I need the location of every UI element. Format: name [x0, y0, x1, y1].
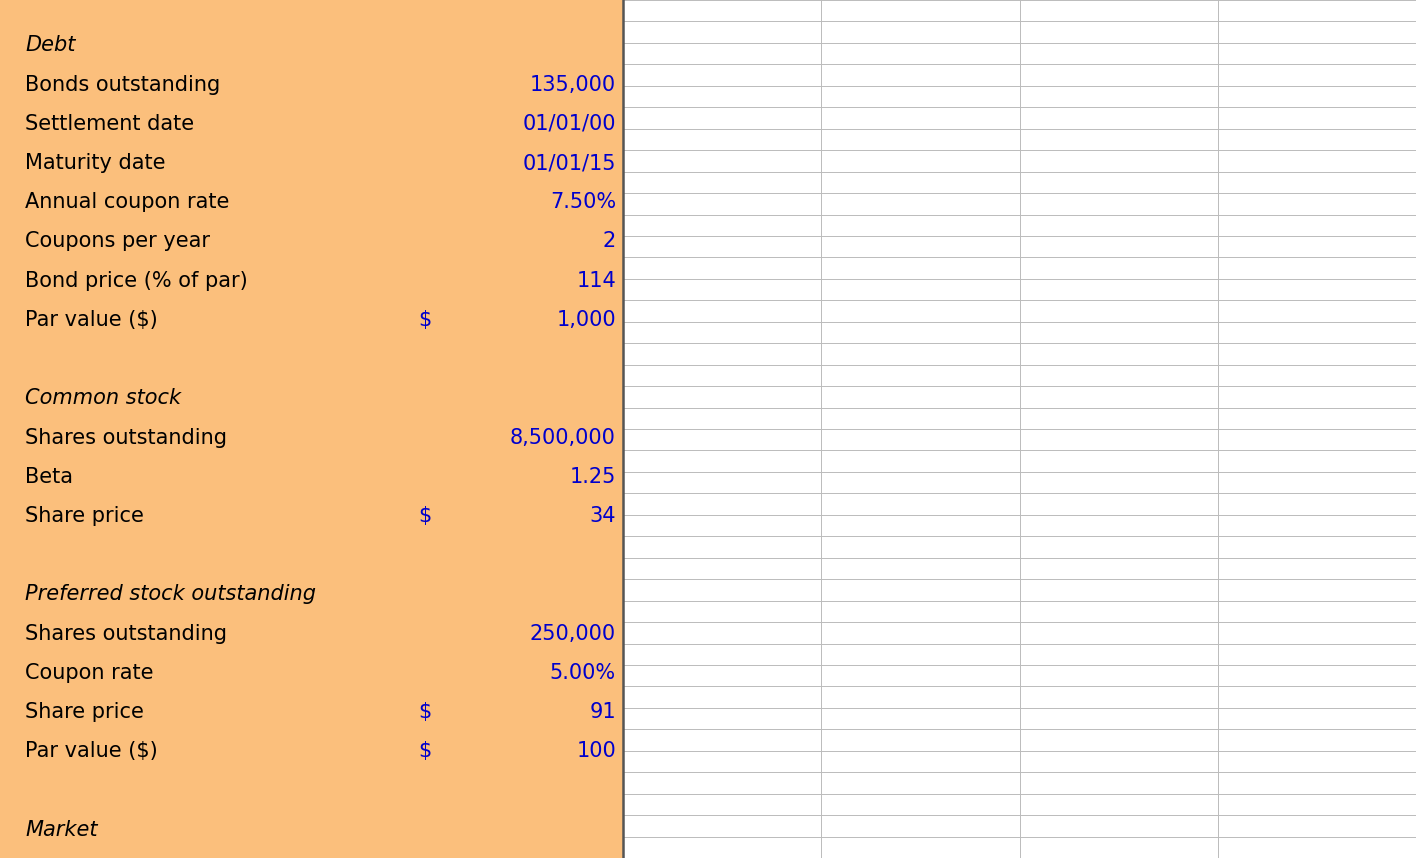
Text: 8,500,000: 8,500,000	[510, 427, 616, 448]
FancyBboxPatch shape	[0, 0, 623, 858]
Text: 01/01/00: 01/01/00	[523, 114, 616, 134]
Text: 5.00%: 5.00%	[549, 663, 616, 683]
Text: 135,000: 135,000	[530, 75, 616, 94]
Text: Maturity date: Maturity date	[25, 153, 166, 173]
Text: Shares outstanding: Shares outstanding	[25, 427, 228, 448]
Text: Settlement date: Settlement date	[25, 114, 194, 134]
Text: Coupon rate: Coupon rate	[25, 663, 154, 683]
Text: 91: 91	[589, 702, 616, 722]
Text: 2: 2	[603, 232, 616, 251]
Text: Debt: Debt	[25, 35, 76, 56]
Text: Par value ($): Par value ($)	[25, 741, 159, 761]
Text: 01/01/15: 01/01/15	[523, 153, 616, 173]
Text: Bonds outstanding: Bonds outstanding	[25, 75, 221, 94]
Text: Shares outstanding: Shares outstanding	[25, 624, 228, 644]
Text: $: $	[418, 310, 432, 330]
Text: Par value ($): Par value ($)	[25, 310, 159, 330]
Text: Common stock: Common stock	[25, 389, 181, 408]
Text: Beta: Beta	[25, 467, 74, 486]
Text: Market: Market	[25, 819, 98, 840]
Text: Preferred stock outstanding: Preferred stock outstanding	[25, 584, 317, 605]
Text: 7.50%: 7.50%	[549, 192, 616, 212]
Text: 114: 114	[576, 270, 616, 291]
Text: $: $	[418, 741, 432, 761]
Text: 1,000: 1,000	[556, 310, 616, 330]
Text: Coupons per year: Coupons per year	[25, 232, 211, 251]
FancyBboxPatch shape	[623, 0, 1416, 858]
Text: Share price: Share price	[25, 702, 144, 722]
Text: 100: 100	[576, 741, 616, 761]
Text: Bond price (% of par): Bond price (% of par)	[25, 270, 248, 291]
Text: 250,000: 250,000	[530, 624, 616, 644]
Text: Annual coupon rate: Annual coupon rate	[25, 192, 229, 212]
Text: $: $	[418, 702, 432, 722]
Text: $: $	[418, 506, 432, 526]
Text: 1.25: 1.25	[569, 467, 616, 486]
Text: Share price: Share price	[25, 506, 144, 526]
Text: 34: 34	[589, 506, 616, 526]
